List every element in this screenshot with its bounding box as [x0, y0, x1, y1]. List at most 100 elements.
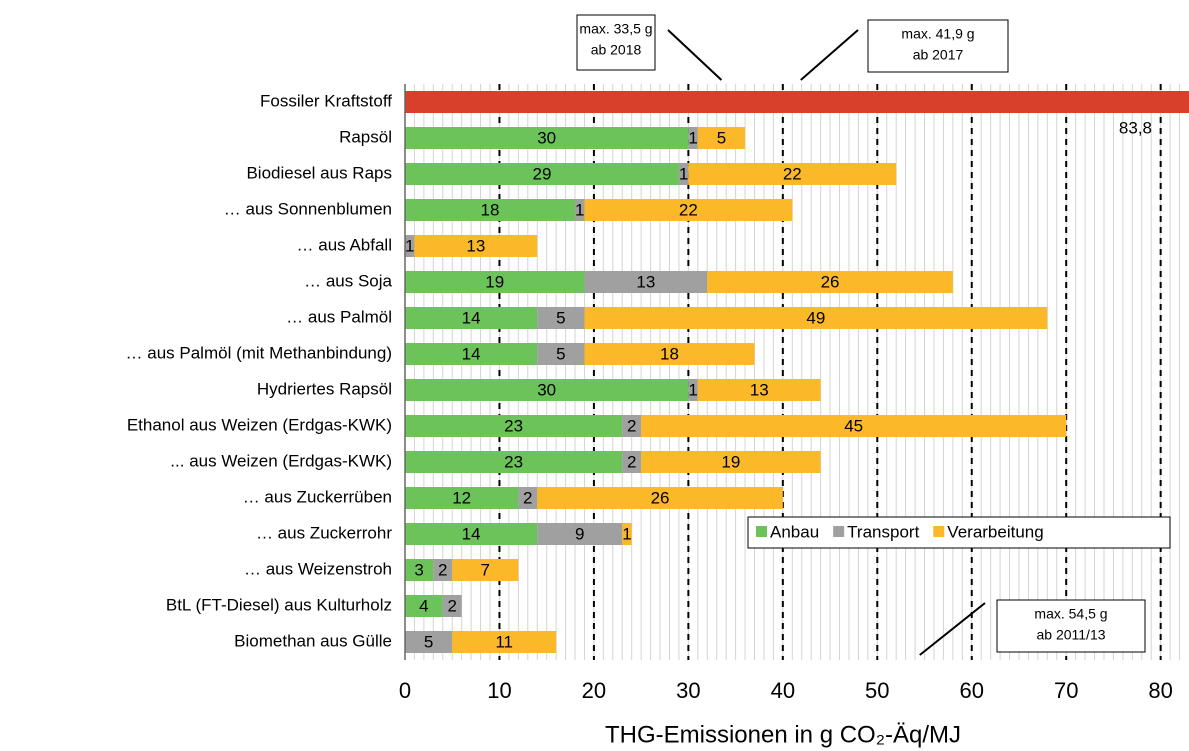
category-label: … aus Soja: [304, 271, 392, 290]
legend-label: Anbau: [770, 522, 819, 541]
x-tick-label: 40: [771, 678, 795, 703]
x-tick-label: 20: [582, 678, 606, 703]
category-label: … aus Zuckerrohr: [256, 523, 392, 542]
legend-swatch: [756, 526, 767, 537]
segment-label: 22: [783, 164, 802, 183]
bar-segment: [405, 559, 434, 581]
legend-swatch: [933, 526, 945, 537]
bar-segment: [688, 379, 698, 401]
x-tick-label: 70: [1054, 678, 1078, 703]
segment-label: 29: [533, 164, 552, 183]
segment-label: 19: [485, 272, 504, 291]
fossil-bar: [405, 91, 1189, 113]
segment-label: 26: [821, 272, 840, 291]
x-tick-label: 10: [487, 678, 511, 703]
segment-label: 5: [556, 308, 565, 327]
legend: Anbau Transport Verarbeitung: [747, 516, 1171, 549]
annotation-text: ab 2018: [591, 42, 642, 58]
category-label: … aus Weizenstroh: [244, 559, 392, 578]
x-tick-label: 60: [960, 678, 984, 703]
bar-segment: [405, 379, 689, 401]
category-label: … aus Zuckerrüben: [243, 487, 392, 506]
category-label: BtL (FT-Diesel) aus Kulturholz: [166, 595, 392, 614]
annotation-text: max. 54,5 g: [1034, 606, 1107, 622]
segment-label: 12: [452, 488, 471, 507]
annotation-box: [576, 14, 656, 71]
category-label: Ethanol aus Weizen (Erdgas-KWK): [127, 415, 392, 434]
segment-label: 14: [462, 344, 481, 363]
bar-segment: [414, 235, 538, 257]
segment-label: 23: [504, 416, 523, 435]
legend-box: [747, 516, 1171, 549]
segment-label: 2: [627, 452, 636, 471]
bar-segment: [405, 415, 623, 437]
bar-segment: [405, 343, 538, 365]
segment-label: 14: [462, 308, 481, 327]
bar-segment: [575, 199, 585, 221]
segment-label: 18: [481, 200, 500, 219]
legend-label: Transport: [847, 522, 919, 541]
segment-label: 2: [627, 416, 636, 435]
bar-segment: [405, 307, 538, 329]
bar-segment: [405, 199, 576, 221]
x-tick-label: 0: [399, 678, 411, 703]
segment-label: 14: [462, 524, 481, 543]
segment-label: 2: [447, 596, 456, 615]
bar-segment: [697, 379, 821, 401]
bar-segment: [707, 271, 953, 293]
segment-label: 45: [844, 416, 863, 435]
segment-label: 1: [622, 524, 631, 543]
annotation-leader: [919, 602, 986, 656]
bar-segment: [405, 523, 538, 545]
segment-label: 5: [424, 632, 433, 651]
category-label: Hydriertes Rapsöl: [257, 379, 392, 398]
segment-label: 30: [537, 128, 556, 147]
bar-segment: [688, 127, 698, 149]
x-tick-label: 30: [676, 678, 700, 703]
annotation-text: ab 2017: [913, 47, 964, 63]
bar-segment: [405, 163, 679, 185]
segment-label: 19: [721, 452, 740, 471]
segment-label: 1: [405, 236, 414, 255]
bar-segment: [405, 487, 519, 509]
x-tick-label: 50: [865, 678, 889, 703]
fossil-value-label: 83,8: [1119, 118, 1152, 137]
segment-label: 1: [688, 128, 697, 147]
bar-segment: [641, 415, 1067, 437]
segment-label: 5: [717, 128, 726, 147]
bar-segment: [622, 523, 632, 545]
plot-area: [405, 84, 1189, 660]
category-label: Rapsöl: [339, 127, 392, 146]
segment-label: 49: [806, 308, 825, 327]
bar-segment: [678, 163, 689, 185]
category-label: ... aus Weizen (Erdgas-KWK): [170, 451, 392, 470]
category-label: Fossiler Kraftstoff: [260, 91, 392, 110]
segment-label: 26: [651, 488, 670, 507]
segment-label: 2: [523, 488, 532, 507]
segment-label: 13: [466, 236, 485, 255]
bar-segment: [537, 307, 585, 329]
bar-segment: [518, 487, 538, 509]
category-label: … aus Abfall: [297, 235, 392, 254]
segment-label: 1: [679, 164, 688, 183]
annotation-box: [996, 599, 1146, 653]
legend-label: Verarbeitung: [947, 522, 1043, 541]
bar-segment: [584, 271, 708, 293]
bar-segment: [405, 595, 443, 617]
segment-label: 5: [556, 344, 565, 363]
segment-label: 7: [481, 560, 490, 579]
segment-label: 18: [660, 344, 679, 363]
segment-label: 4: [419, 596, 428, 615]
annotation-text: max. 33,5 g: [579, 21, 652, 37]
segment-label: 3: [414, 560, 423, 579]
bar-segment: [584, 343, 755, 365]
legend-swatch: [833, 526, 845, 537]
category-label: Biodiesel aus Raps: [246, 163, 392, 182]
bar-segment: [537, 343, 585, 365]
bar-segment: [622, 415, 642, 437]
bar-segment: [697, 127, 746, 149]
category-label: … aus Palmöl (mit Methanbindung): [126, 343, 392, 362]
segment-label: 30: [537, 380, 556, 399]
category-label: Biomethan aus Gülle: [234, 631, 392, 650]
